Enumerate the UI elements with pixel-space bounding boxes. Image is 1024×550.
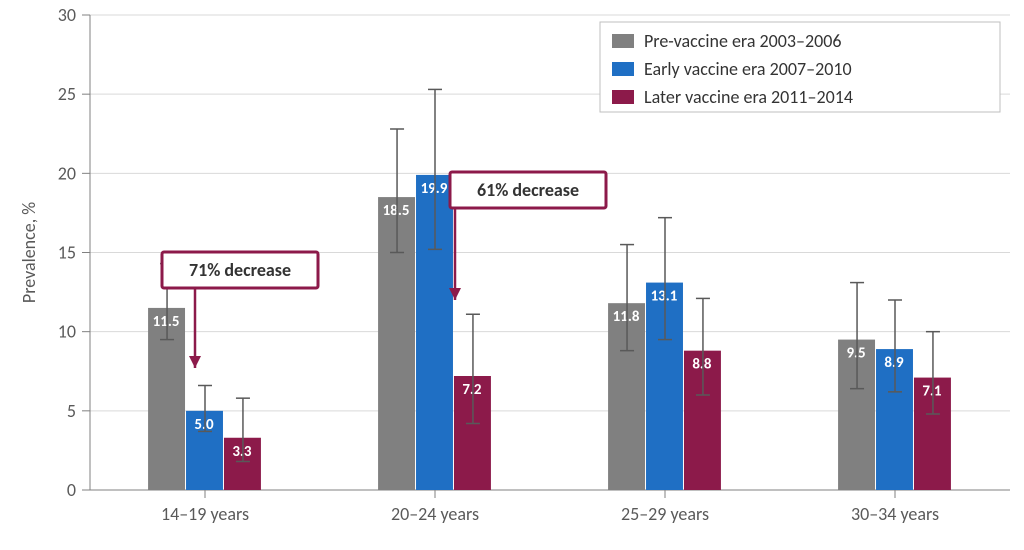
legend-swatch	[612, 34, 634, 48]
x-tick-label: 30–34 years	[851, 503, 939, 525]
legend-swatch	[612, 62, 634, 76]
y-tick-label: 25	[58, 83, 76, 105]
bar-value-label: 7.2	[462, 381, 482, 399]
y-tick-label: 20	[58, 162, 76, 184]
y-tick-label: 15	[58, 242, 76, 264]
legend-label: Pre-vaccine era 2003–2006	[644, 30, 841, 52]
bar-value-label: 19.9	[421, 180, 448, 198]
bar-value-label: 7.1	[922, 383, 942, 401]
y-tick-label: 30	[58, 4, 76, 26]
y-tick-label: 0	[67, 479, 76, 501]
x-tick-label: 25–29 years	[621, 503, 709, 525]
legend-label: Early vaccine era 2007–2010	[644, 58, 852, 80]
legend-label: Later vaccine era 2011–2014	[644, 86, 853, 108]
x-tick-label: 14–19 years	[161, 503, 249, 525]
annotation-text: 71% decrease	[189, 259, 291, 281]
y-tick-label: 10	[58, 321, 76, 343]
y-axis-title: Prevalence, %	[18, 202, 40, 303]
bar-value-label: 3.3	[232, 443, 252, 461]
bar-value-label: 9.5	[846, 345, 865, 363]
bar-value-label: 13.1	[651, 288, 678, 306]
legend-swatch	[612, 90, 634, 104]
x-tick-label: 20–24 years	[391, 503, 479, 525]
prevalence-bar-chart: 0 5 10 15 20 25 30 Prevalence, % 14–19 years 11.5…	[0, 0, 1024, 550]
bar-value-label: 11.5	[153, 313, 180, 331]
bar-value-label: 11.8	[613, 308, 640, 326]
bar-value-label: 8.8	[692, 356, 712, 374]
bar-value-label: 8.9	[884, 354, 904, 372]
bar-value-label: 18.5	[383, 202, 410, 220]
annotation-text: 61% decrease	[477, 179, 579, 201]
y-tick-label: 5	[67, 400, 76, 422]
